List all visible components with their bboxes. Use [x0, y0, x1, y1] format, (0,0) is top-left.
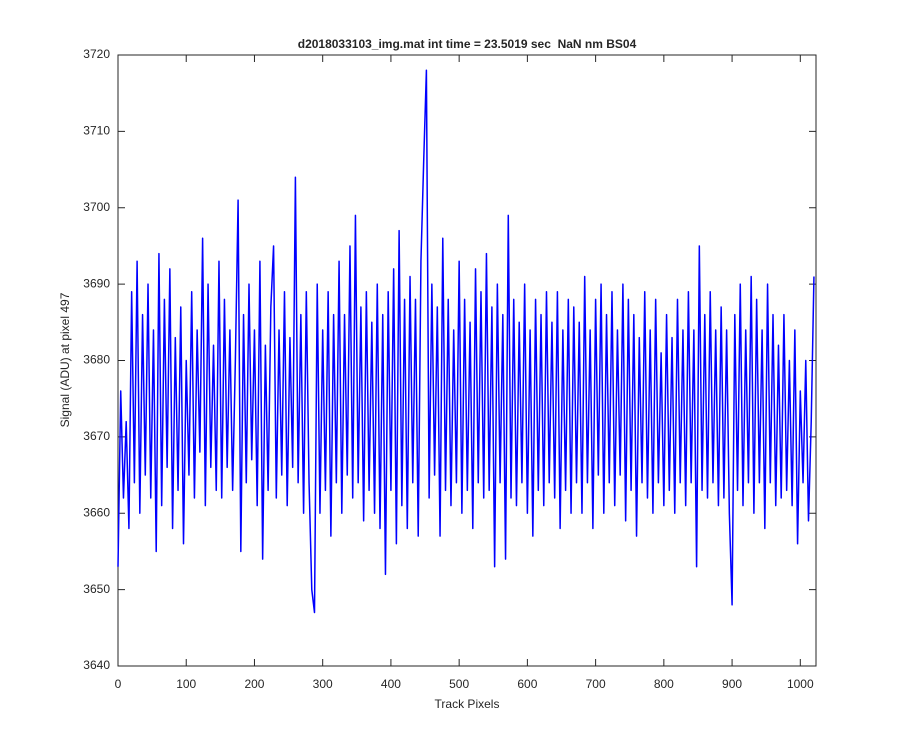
- x-tick-label: 700: [586, 677, 606, 691]
- x-tick-label: 600: [517, 677, 537, 691]
- x-tick-label: 0: [115, 677, 122, 691]
- y-tick-label: 3670: [83, 429, 110, 443]
- x-tick-label: 500: [449, 677, 469, 691]
- x-tick-label: 100: [176, 677, 196, 691]
- y-tick-label: 3660: [83, 505, 110, 519]
- plot-frame: [117, 54, 817, 667]
- x-axis-label: Track Pixels: [435, 697, 500, 711]
- y-tick-label: 3650: [83, 582, 110, 596]
- x-tick-label: 800: [654, 677, 674, 691]
- y-axis-label: Signal (ADU) at pixel 497: [58, 292, 72, 427]
- y-tick-label: 3720: [83, 47, 110, 61]
- y-tick-label: 3680: [83, 353, 110, 367]
- x-tick-label: 200: [244, 677, 264, 691]
- y-tick-label: 3640: [83, 658, 110, 672]
- x-tick-label: 1000: [787, 677, 814, 691]
- x-tick-label: 400: [381, 677, 401, 691]
- y-tick-label: 3710: [83, 124, 110, 138]
- y-tick-label: 3690: [83, 276, 110, 290]
- data-line: [117, 69, 815, 614]
- chart-title: d2018033103_img.mat int time = 23.5019 s…: [298, 37, 637, 51]
- y-tick-label: 3700: [83, 200, 110, 214]
- x-tick-label: 300: [313, 677, 333, 691]
- x-tick-label: 900: [722, 677, 742, 691]
